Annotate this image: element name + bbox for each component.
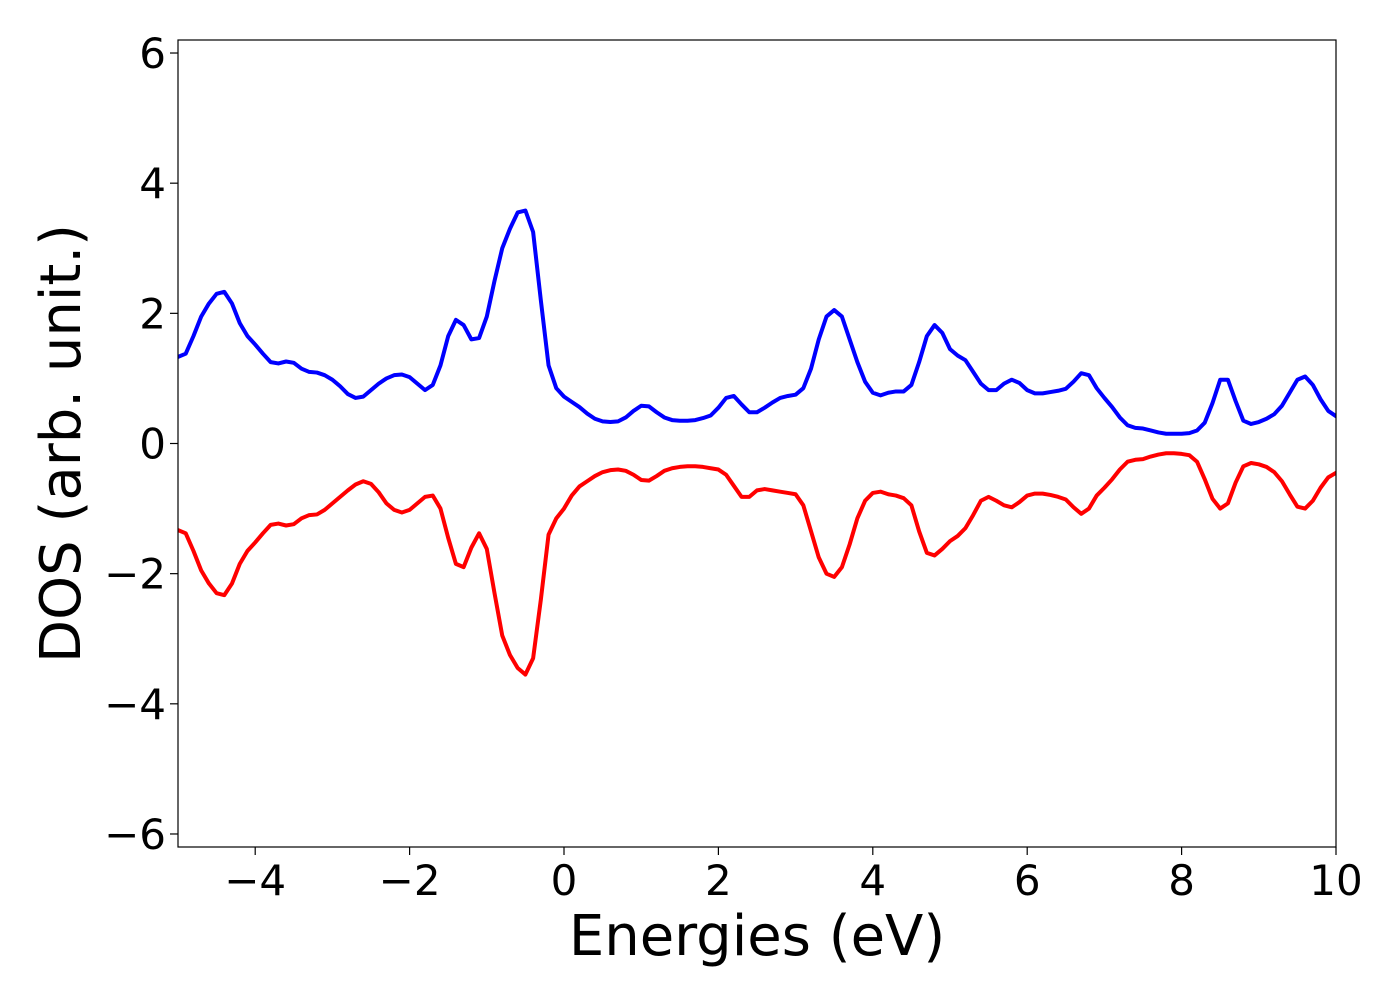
x-tick-label: −4 [224, 856, 286, 905]
x-axis-label: Energies (eV) [569, 904, 945, 969]
y-axis: −6 −4 −2 0 2 4 6 [104, 29, 178, 859]
plot-frame [177, 39, 1337, 848]
x-tick-label: 6 [1014, 856, 1041, 905]
y-axis-label: DOS (arb. unit.) [29, 224, 94, 663]
x-axis: −4 −2 0 2 4 6 8 10 [224, 847, 1363, 905]
x-tick-label: 10 [1309, 856, 1362, 905]
y-tick-label: 2 [139, 289, 166, 338]
y-tick-label: −6 [104, 810, 166, 859]
x-tick-label: 8 [1168, 856, 1195, 905]
dos-line-blue [178, 208, 1336, 436]
y-tick-label: 4 [139, 159, 166, 208]
y-tick-label: 0 [139, 420, 166, 469]
plot-area [178, 208, 1336, 677]
x-tick-label: 2 [705, 856, 732, 905]
x-tick-label: −2 [379, 856, 441, 905]
y-tick-label: 6 [139, 29, 166, 78]
y-tick-label: −4 [104, 680, 166, 729]
x-tick-label: 4 [859, 856, 886, 905]
y-tick-label: −2 [104, 550, 166, 599]
dos-line-red [178, 451, 1336, 677]
x-tick-label: 0 [551, 856, 578, 905]
